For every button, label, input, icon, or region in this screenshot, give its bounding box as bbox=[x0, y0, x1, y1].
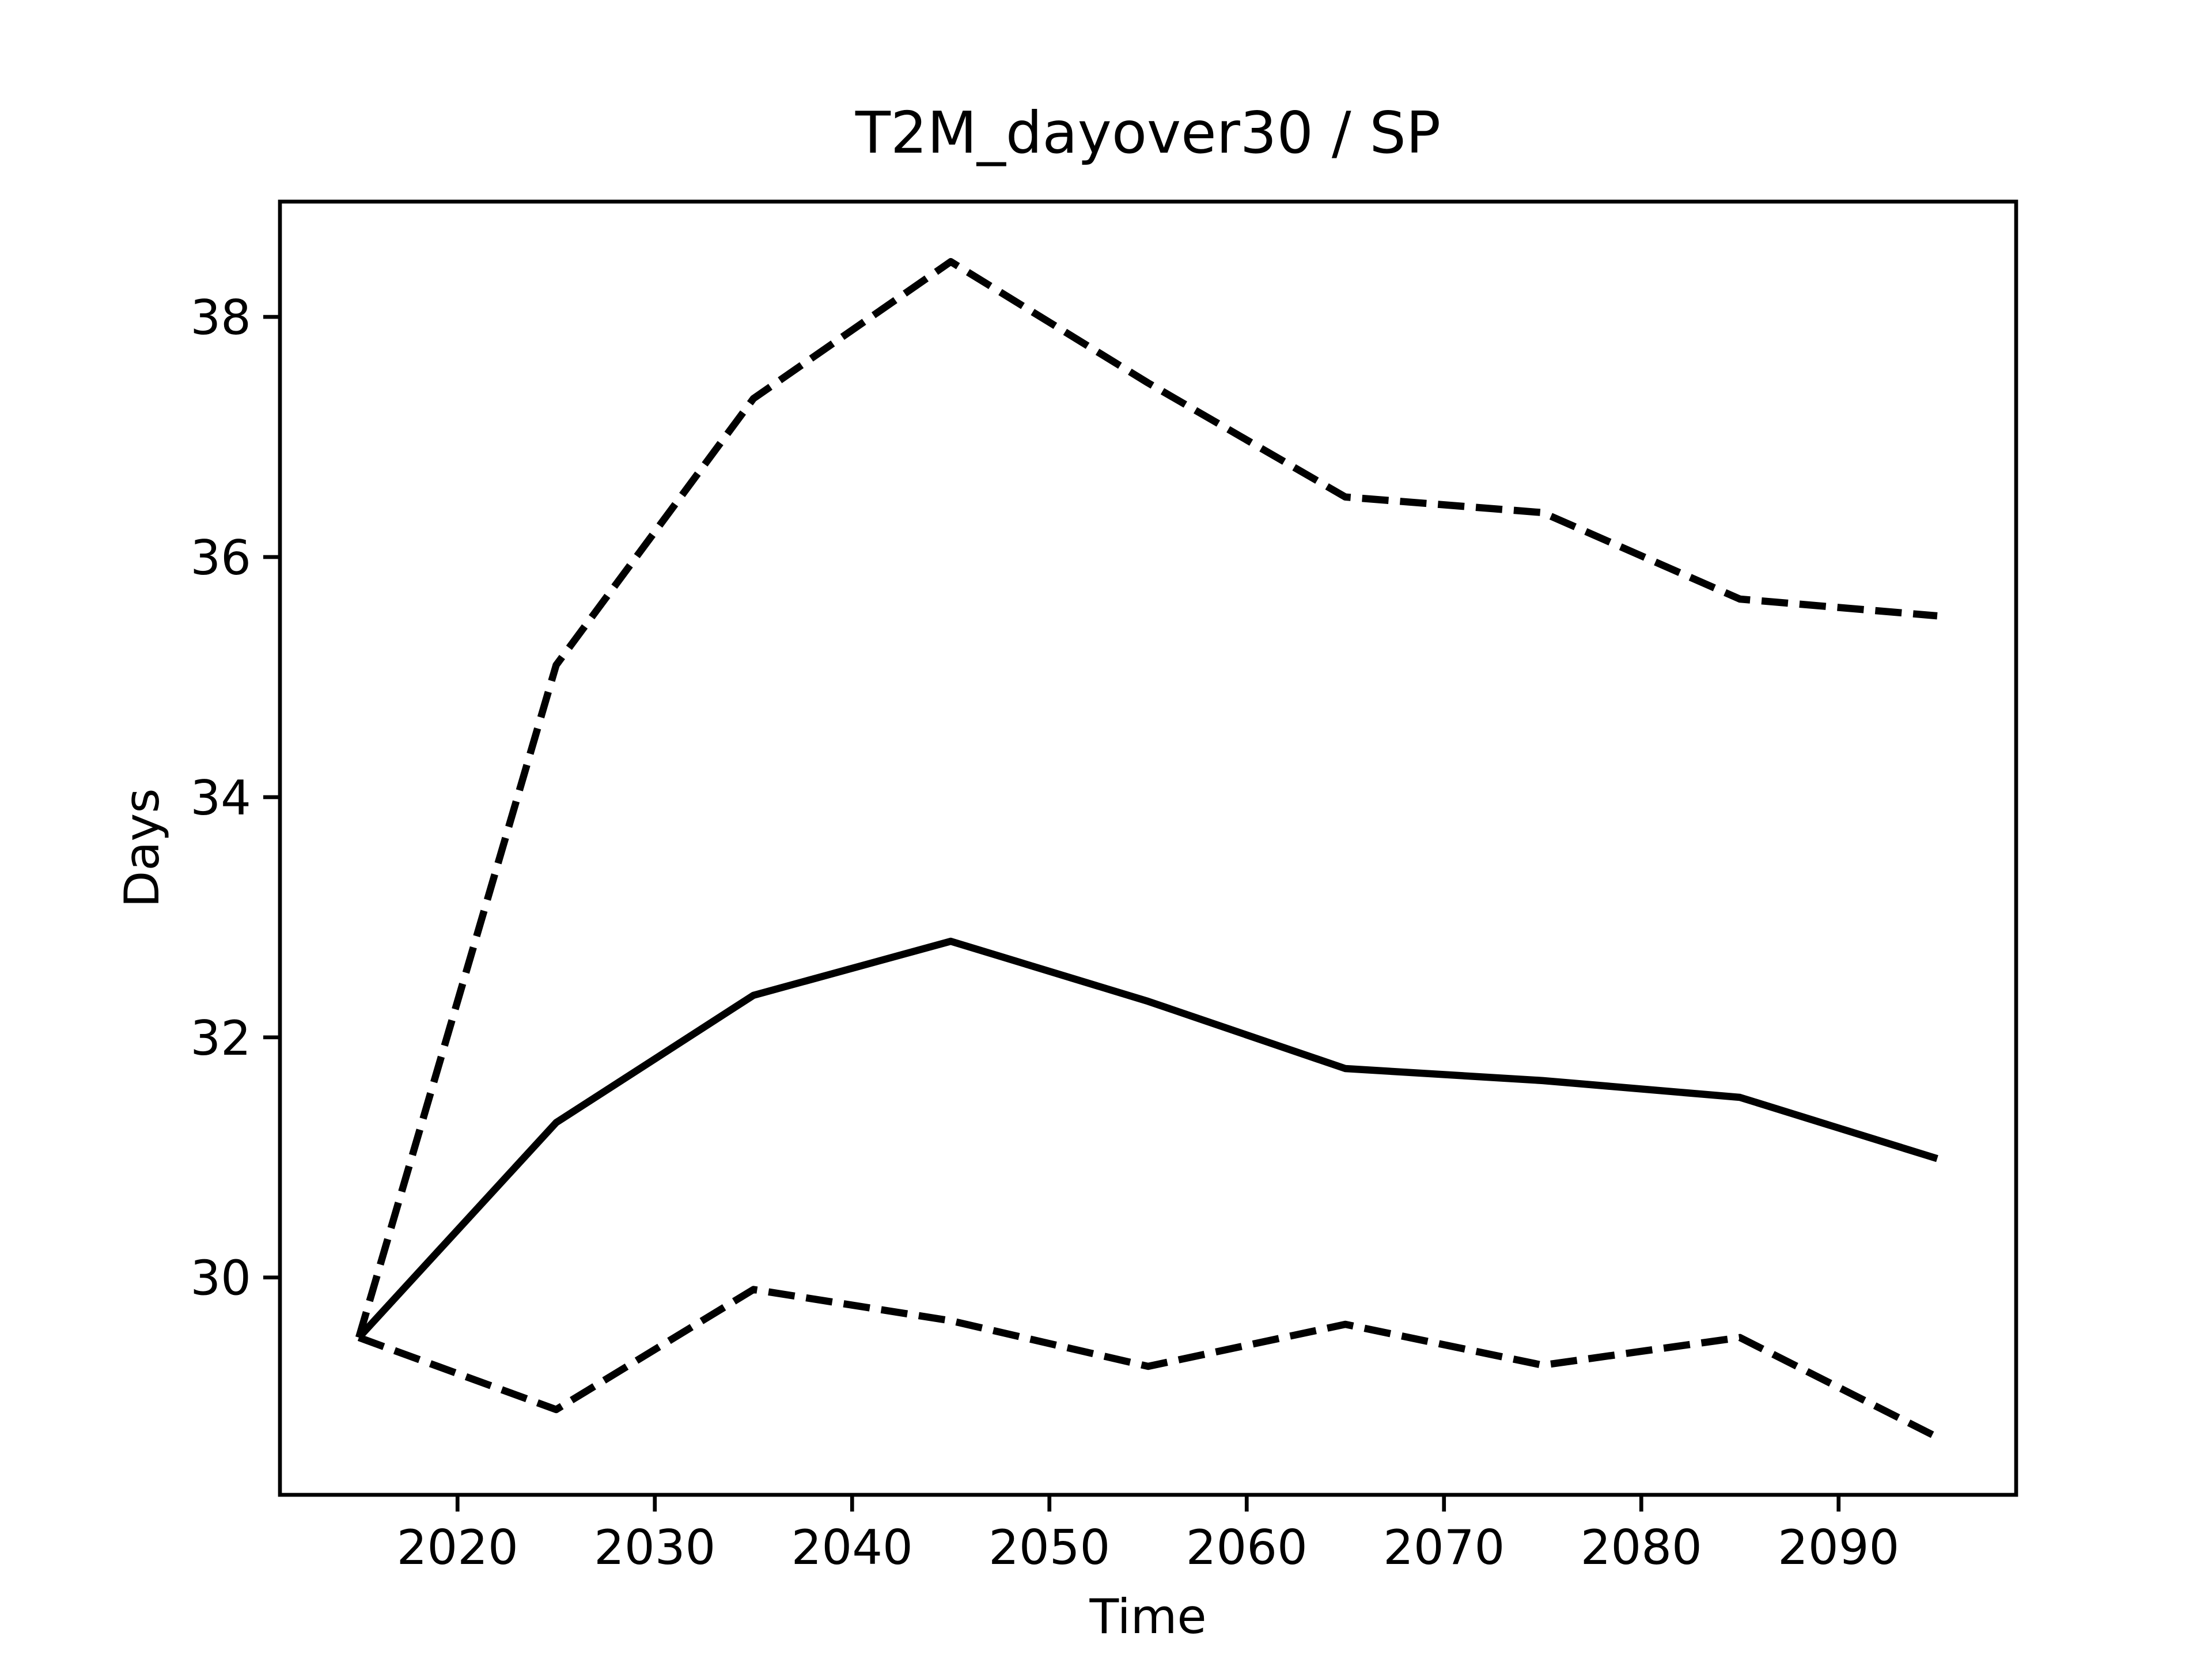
line-series bbox=[356, 937, 1938, 1340]
x-tick-label: 2040 bbox=[791, 1520, 913, 1575]
x-axis-label: Time bbox=[1089, 1589, 1206, 1645]
y-tick-label: 32 bbox=[190, 1010, 251, 1066]
axes-frame bbox=[278, 199, 2018, 1497]
line-series bbox=[357, 1286, 1939, 1441]
x-tick-label: 2080 bbox=[1581, 1520, 1702, 1575]
y-tick-label: 34 bbox=[190, 770, 251, 826]
chart-title: T2M_dayover30 / SP bbox=[855, 99, 1441, 166]
y-tick-label: 38 bbox=[190, 290, 251, 346]
x-tick-label: 2020 bbox=[397, 1520, 518, 1575]
x-tick-label: 2050 bbox=[988, 1520, 1110, 1575]
x-tick-label: 2030 bbox=[594, 1520, 715, 1575]
x-tick-label: 2060 bbox=[1186, 1520, 1308, 1575]
x-tick-label: 2070 bbox=[1383, 1520, 1505, 1575]
y-tick-label: 36 bbox=[190, 530, 251, 586]
y-tick-label: 30 bbox=[190, 1251, 251, 1306]
y-axis-label: Days bbox=[114, 788, 170, 907]
line-series bbox=[355, 257, 1938, 1339]
x-tick-label: 2090 bbox=[1778, 1520, 1899, 1575]
